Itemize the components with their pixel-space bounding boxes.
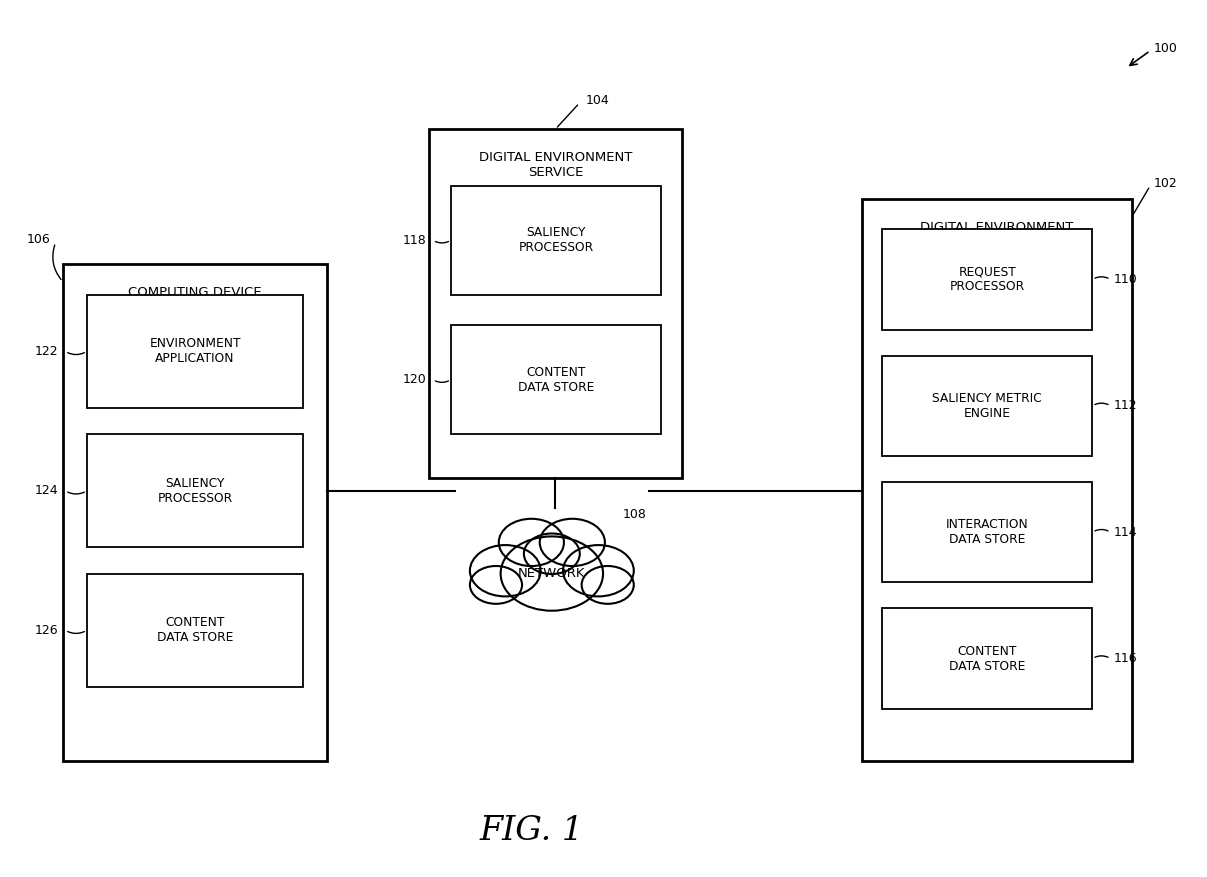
Text: CONTENT
DATA STORE: CONTENT DATA STORE bbox=[518, 366, 594, 394]
Text: SALIENCY METRIC
ENGINE: SALIENCY METRIC ENGINE bbox=[933, 392, 1042, 420]
FancyBboxPatch shape bbox=[882, 230, 1092, 330]
FancyBboxPatch shape bbox=[882, 482, 1092, 582]
Ellipse shape bbox=[582, 566, 634, 603]
Text: CONTENT
DATA STORE: CONTENT DATA STORE bbox=[949, 645, 1026, 673]
Text: 106: 106 bbox=[27, 233, 51, 246]
Ellipse shape bbox=[470, 545, 541, 596]
FancyBboxPatch shape bbox=[87, 574, 303, 687]
Text: 124: 124 bbox=[35, 484, 58, 497]
FancyBboxPatch shape bbox=[882, 609, 1092, 709]
FancyBboxPatch shape bbox=[430, 129, 682, 478]
FancyBboxPatch shape bbox=[451, 325, 661, 434]
Text: 104: 104 bbox=[585, 94, 610, 107]
Text: FIG. 1: FIG. 1 bbox=[479, 815, 583, 846]
FancyBboxPatch shape bbox=[882, 356, 1092, 456]
Text: COMPUTING DEVICE: COMPUTING DEVICE bbox=[128, 286, 262, 299]
Text: CONTENT
DATA STORE: CONTENT DATA STORE bbox=[157, 617, 233, 645]
FancyBboxPatch shape bbox=[63, 264, 327, 761]
Text: SALIENCY
PROCESSOR: SALIENCY PROCESSOR bbox=[157, 477, 233, 505]
FancyBboxPatch shape bbox=[87, 295, 303, 408]
Text: SALIENCY
PROCESSOR: SALIENCY PROCESSOR bbox=[519, 226, 594, 254]
Ellipse shape bbox=[540, 519, 605, 566]
Text: 102: 102 bbox=[1154, 176, 1178, 189]
Ellipse shape bbox=[562, 545, 634, 596]
Text: 122: 122 bbox=[35, 345, 58, 358]
Text: INTERACTION
DATA STORE: INTERACTION DATA STORE bbox=[946, 518, 1028, 546]
Text: 108: 108 bbox=[623, 508, 647, 521]
FancyBboxPatch shape bbox=[862, 199, 1132, 761]
Text: NETWORK: NETWORK bbox=[518, 567, 585, 580]
Text: 116: 116 bbox=[1114, 652, 1138, 665]
Text: REQUEST
PROCESSOR: REQUEST PROCESSOR bbox=[950, 266, 1025, 294]
FancyBboxPatch shape bbox=[451, 186, 661, 295]
FancyBboxPatch shape bbox=[87, 434, 303, 547]
Text: DIGITAL ENVIRONMENT
PLATFORM: DIGITAL ENVIRONMENT PLATFORM bbox=[920, 221, 1074, 249]
Text: 120: 120 bbox=[403, 374, 427, 386]
Ellipse shape bbox=[470, 566, 523, 603]
Text: 118: 118 bbox=[403, 234, 427, 246]
Text: DIGITAL ENVIRONMENT
SERVICE: DIGITAL ENVIRONMENT SERVICE bbox=[479, 151, 632, 179]
Text: 100: 100 bbox=[1154, 41, 1178, 54]
Text: 126: 126 bbox=[35, 624, 58, 637]
Ellipse shape bbox=[498, 519, 564, 566]
Ellipse shape bbox=[524, 533, 579, 574]
Text: 110: 110 bbox=[1114, 273, 1138, 286]
Text: 112: 112 bbox=[1114, 399, 1138, 412]
Ellipse shape bbox=[501, 537, 604, 610]
Text: ENVIRONMENT
APPLICATION: ENVIRONMENT APPLICATION bbox=[150, 338, 240, 366]
Text: 114: 114 bbox=[1114, 525, 1138, 538]
